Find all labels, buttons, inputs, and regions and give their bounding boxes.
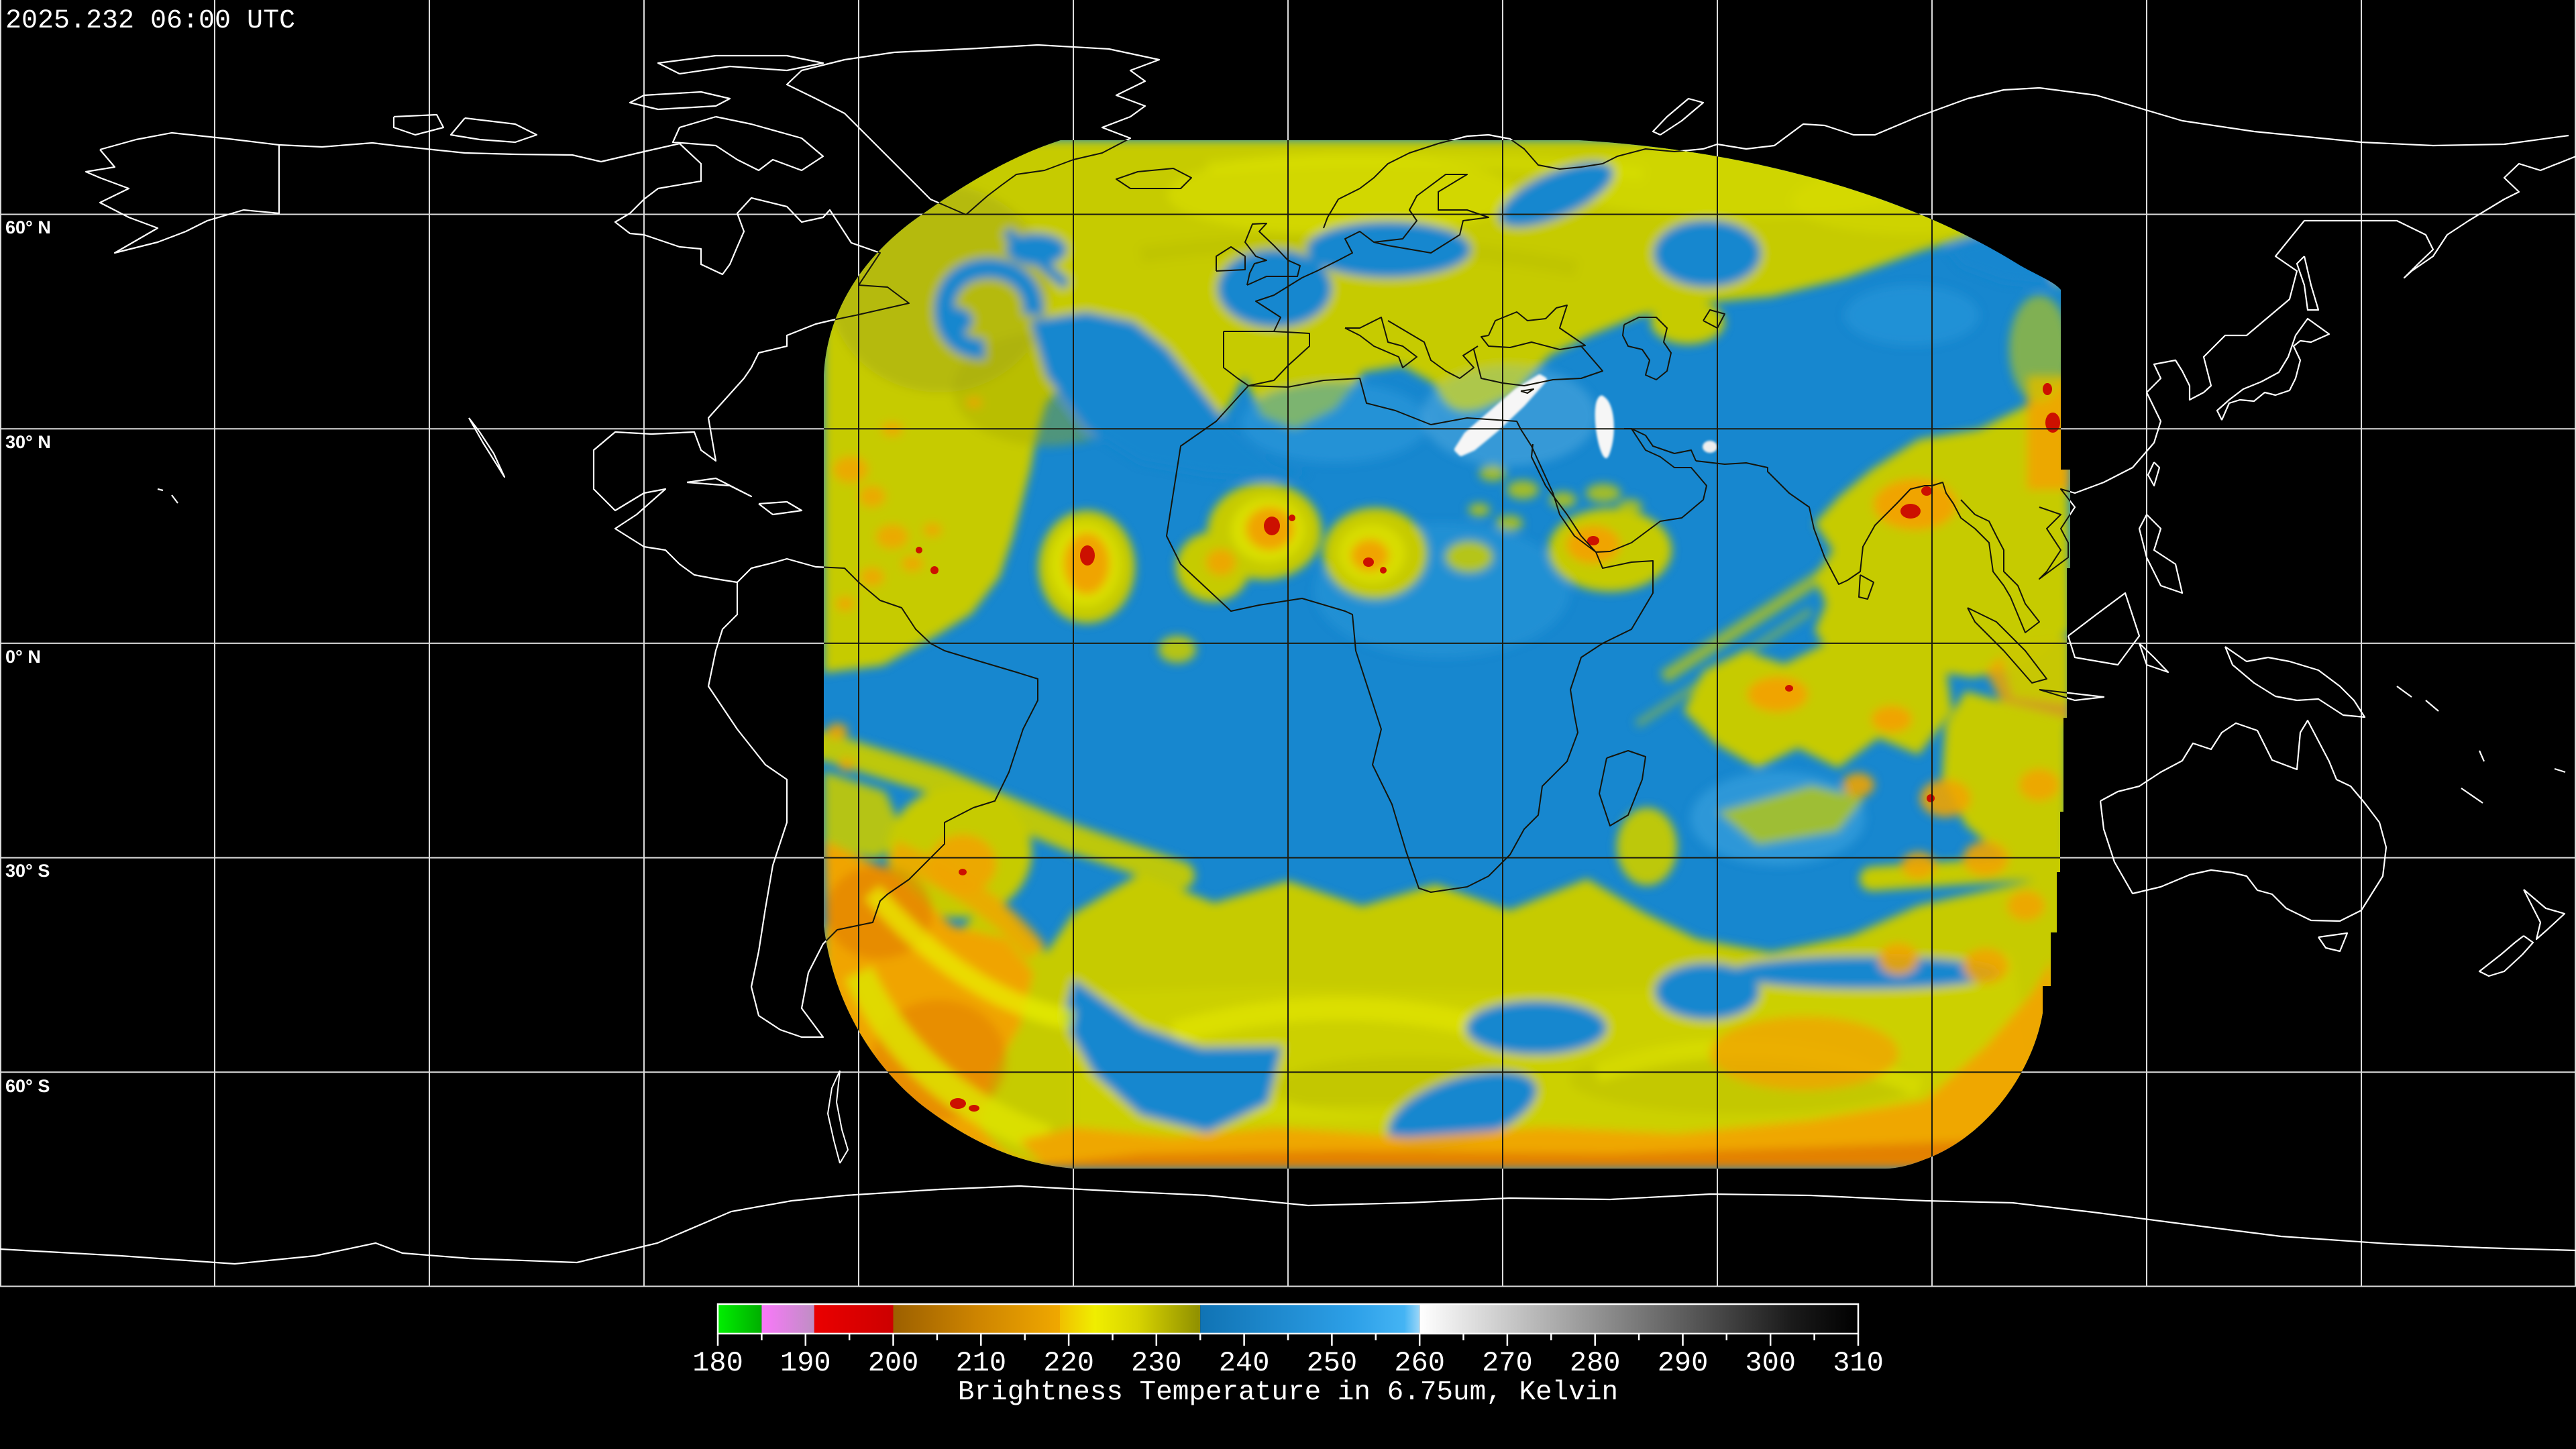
svg-text:240: 240 [1219,1347,1270,1379]
svg-text:250: 250 [1307,1347,1358,1379]
svg-text:0° N: 0° N [5,647,41,667]
svg-text:190: 190 [780,1347,831,1379]
svg-text:30° S: 30° S [5,861,50,881]
svg-text:270: 270 [1482,1347,1533,1379]
svg-text:60° S: 60° S [5,1076,50,1096]
svg-text:180: 180 [692,1347,743,1379]
svg-text:210: 210 [955,1347,1006,1379]
svg-text:260: 260 [1394,1347,1445,1379]
svg-text:220: 220 [1043,1347,1094,1379]
svg-text:280: 280 [1570,1347,1621,1379]
svg-text:310: 310 [1833,1347,1884,1379]
svg-text:60° N: 60° N [5,217,51,237]
svg-text:Brightness Temperature in 6.75: Brightness Temperature in 6.75um, Kelvin [958,1377,1618,1408]
svg-text:300: 300 [1745,1347,1796,1379]
svg-text:290: 290 [1658,1347,1709,1379]
svg-text:200: 200 [868,1347,919,1379]
svg-text:2025.232 06:00 UTC: 2025.232 06:00 UTC [5,6,295,36]
svg-text:230: 230 [1131,1347,1182,1379]
svg-text:30° N: 30° N [5,432,51,452]
